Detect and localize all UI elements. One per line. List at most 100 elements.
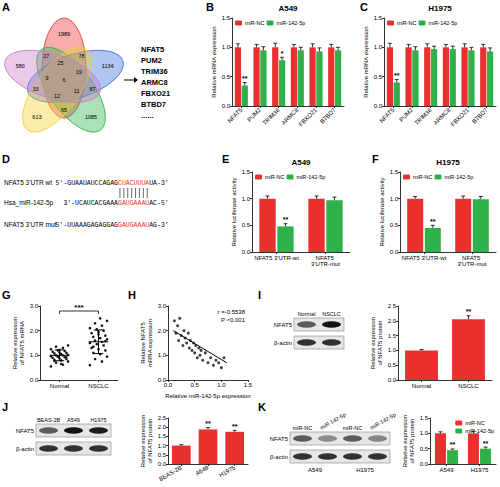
svg-text:H1975: H1975	[428, 4, 452, 13]
svg-text:NFAT5 3'UTR-wt: NFAT5 3'UTR-wt	[254, 255, 299, 261]
svg-text:**: **	[450, 441, 456, 448]
svg-text:PUM2: PUM2	[398, 106, 414, 122]
svg-text:1.5: 1.5	[244, 382, 253, 388]
svg-text:0.5: 0.5	[190, 382, 199, 388]
svg-text:H1975: H1975	[436, 158, 460, 167]
svg-text:BTBD7: BTBD7	[141, 100, 166, 109]
svg-text:0.0: 0.0	[164, 382, 173, 388]
svg-text:2.5: 2.5	[158, 415, 167, 421]
svg-text:BEAS-2B: BEAS-2B	[158, 464, 183, 482]
svg-text:Normal: Normal	[412, 383, 431, 389]
svg-text:0.0: 0.0	[388, 377, 397, 383]
svg-text:GAUGAAAU: GAUGAAAU	[118, 200, 149, 207]
svg-text:1.5: 1.5	[222, 15, 231, 21]
svg-text:NFAT5: NFAT5	[141, 45, 164, 54]
svg-text:78: 78	[79, 53, 85, 59]
svg-text:Relative expression: Relative expression	[12, 317, 18, 369]
svg-text:of NFAT5 protein: of NFAT5 protein	[147, 419, 153, 464]
svg-text:0.5: 0.5	[390, 222, 399, 228]
svg-text:......: ......	[141, 111, 154, 120]
svg-text:3.0: 3.0	[158, 303, 167, 309]
svg-text:H1975: H1975	[471, 467, 489, 473]
svg-text:miR-NC: miR-NC	[265, 174, 285, 180]
svg-text:5'-GUAAUAUCCAGAG: 5'-GUAAUAUCCAGAG	[56, 180, 119, 187]
svg-text:A549: A549	[67, 417, 80, 423]
svg-text:FBXO21: FBXO21	[450, 106, 471, 127]
svg-text:*: *	[281, 50, 284, 57]
svg-text:1989: 1989	[58, 31, 70, 37]
svg-text:K: K	[258, 401, 266, 413]
svg-text:A549: A549	[308, 467, 323, 473]
svg-text:Relative NFAT5: Relative NFAT5	[140, 322, 146, 364]
svg-text:0.5: 0.5	[242, 222, 251, 228]
svg-text:AG-3': AG-3'	[149, 222, 169, 229]
svg-text:mRNA expression: mRNA expression	[147, 319, 153, 367]
svg-text:3'UTR-mut: 3'UTR-mut	[458, 261, 487, 267]
svg-text:of NFAT5 protein: of NFAT5 protein	[377, 321, 383, 366]
svg-text:TRIM36: TRIM36	[261, 106, 281, 126]
svg-text:A549: A549	[439, 467, 454, 473]
svg-text:J: J	[2, 401, 8, 413]
svg-text:2.0: 2.0	[158, 424, 167, 430]
svg-text:G: G	[2, 289, 11, 301]
svg-text:NFAT5: NFAT5	[274, 322, 293, 328]
svg-text:0.5: 0.5	[158, 452, 167, 458]
svg-text:12: 12	[54, 93, 60, 99]
svg-text:5'-UUAAAGAGAGGAG: 5'-UUAAAGAGAGGAG	[56, 222, 119, 229]
svg-text:miR-142-5p: miR-142-5p	[445, 174, 474, 180]
svg-text:GAUGAAAU: GAUGAAAU	[118, 222, 149, 229]
svg-text:A: A	[2, 1, 10, 13]
svg-text:1.0: 1.0	[420, 430, 429, 436]
svg-text:Relative luciferase activity: Relative luciferase activity	[379, 177, 385, 246]
svg-text:0.0: 0.0	[374, 103, 383, 109]
svg-text:C: C	[360, 1, 368, 13]
svg-text:33: 33	[32, 86, 38, 92]
svg-text:TRIM36: TRIM36	[413, 106, 433, 126]
svg-text:β-actin: β-actin	[270, 454, 288, 460]
svg-text:0.0: 0.0	[222, 103, 231, 109]
svg-text:H1975: H1975	[90, 417, 106, 423]
svg-text:1.0: 1.0	[158, 443, 167, 449]
svg-text:2.0: 2.0	[388, 318, 397, 324]
svg-text:87: 87	[89, 86, 95, 92]
svg-text:miR-NC: miR-NC	[293, 425, 313, 431]
svg-text:Relative mRNA expression: Relative mRNA expression	[211, 26, 217, 97]
svg-text:H: H	[128, 289, 136, 301]
svg-text:Relative luciferase activity: Relative luciferase activity	[231, 177, 237, 246]
svg-text:1.5: 1.5	[158, 433, 167, 439]
svg-text:A549: A549	[194, 464, 210, 477]
svg-text:**: **	[205, 420, 211, 427]
svg-text:CUACUUUA: CUACUUUA	[118, 180, 149, 187]
svg-text:19: 19	[76, 69, 82, 75]
svg-text:1085: 1085	[85, 114, 97, 120]
svg-text:H1975: H1975	[218, 464, 237, 478]
svg-text:NFAT5: NFAT5	[226, 106, 244, 124]
svg-text:Hsa_miR-142-5p: Hsa_miR-142-5p	[4, 199, 54, 207]
svg-text:miR-NC: miR-NC	[413, 174, 433, 180]
svg-text:miR-142-5p: miR-142-5p	[319, 411, 347, 431]
svg-text:2.0: 2.0	[30, 328, 39, 334]
svg-text:0.0: 0.0	[242, 249, 251, 255]
svg-text:H1975: H1975	[356, 467, 374, 473]
svg-text:1.5: 1.5	[388, 333, 397, 339]
svg-text:miR-142-5p: miR-142-5p	[369, 411, 397, 431]
svg-text:FBXO21: FBXO21	[141, 89, 170, 98]
svg-text:0.0: 0.0	[30, 377, 39, 383]
svg-text:***: ***	[74, 303, 84, 312]
svg-text:miR-142-5p: miR-142-5p	[429, 20, 458, 26]
svg-text:Relative expression: Relative expression	[402, 415, 408, 467]
svg-text:UA-3': UA-3'	[149, 180, 169, 187]
svg-text:Normal: Normal	[298, 311, 316, 317]
svg-text:NSCLC: NSCLC	[458, 383, 479, 389]
svg-text:1.5: 1.5	[420, 415, 429, 421]
svg-text:TRIM36: TRIM36	[141, 67, 168, 76]
svg-text:1.0: 1.0	[222, 44, 231, 50]
svg-text:**: **	[430, 218, 436, 225]
svg-text:1.5: 1.5	[390, 169, 399, 175]
svg-text:**: **	[242, 75, 248, 82]
svg-text:ARMC8: ARMC8	[141, 78, 168, 87]
svg-text:Relative miR-142-5p expression: Relative miR-142-5p expression	[165, 393, 250, 399]
svg-text:0.0: 0.0	[420, 461, 429, 467]
svg-text:NFAT5 3'UTR-wt: NFAT5 3'UTR-wt	[402, 255, 447, 261]
svg-text:NFAT5 3'UTR mut: NFAT5 3'UTR mut	[4, 221, 57, 228]
